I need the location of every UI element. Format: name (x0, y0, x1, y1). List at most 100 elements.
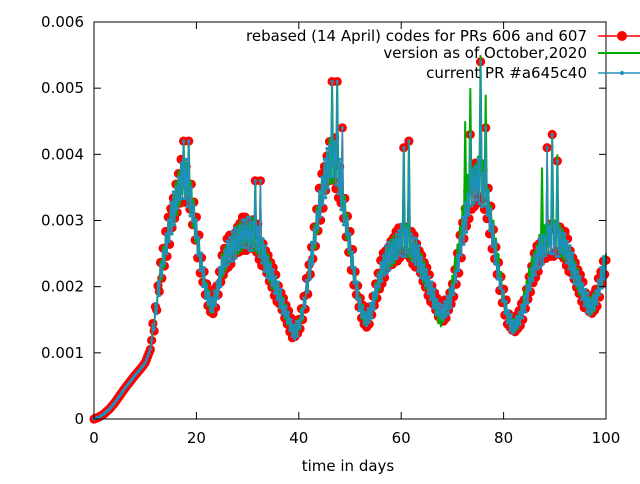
data-point (280, 312, 284, 316)
data-point (585, 310, 589, 314)
data-point (384, 244, 388, 248)
data-point (473, 164, 478, 169)
data-point (254, 247, 259, 252)
data-point (432, 287, 437, 291)
data-point (566, 239, 570, 243)
data-point (485, 213, 489, 217)
x-tick-label: 60 (392, 429, 411, 447)
data-point (237, 247, 241, 252)
data-point (406, 251, 410, 255)
data-point (450, 284, 454, 288)
data-point (530, 266, 534, 270)
data-point (338, 157, 342, 161)
data-point (504, 300, 508, 304)
data-point (375, 294, 379, 298)
data-point (457, 268, 461, 273)
data-point (272, 291, 277, 296)
data-point (534, 273, 538, 277)
data-point (202, 265, 206, 270)
series-3 (92, 60, 608, 421)
data-point (480, 205, 484, 209)
data-point (426, 291, 430, 296)
data-point (418, 275, 422, 280)
data-point (513, 328, 517, 332)
data-point (476, 157, 480, 161)
data-point (486, 189, 490, 193)
data-point (514, 315, 519, 319)
data-point (527, 277, 531, 281)
data-point (301, 316, 305, 320)
data-point (404, 228, 408, 232)
data-point (267, 277, 271, 281)
data-point (466, 192, 470, 197)
data-point (257, 255, 261, 259)
data-point (367, 321, 371, 325)
data-point (550, 132, 554, 137)
legend-label: version as of October,2020 (383, 44, 587, 62)
data-point (211, 310, 215, 314)
data-point (285, 321, 289, 325)
data-point (484, 126, 488, 130)
data-point (452, 293, 456, 297)
x-tick-label: 80 (494, 429, 513, 447)
data-point (512, 319, 516, 323)
data-point (390, 260, 394, 264)
data-point (441, 317, 446, 322)
data-point (595, 302, 599, 306)
data-point (374, 284, 378, 288)
data-point (518, 322, 522, 326)
data-point (212, 289, 216, 293)
y-tick-label: 0.002 (41, 278, 84, 296)
data-point (231, 259, 236, 263)
data-point (381, 253, 385, 257)
data-point (551, 252, 556, 256)
data-point (535, 246, 539, 250)
data-point (407, 139, 411, 143)
data-point (558, 228, 562, 232)
data-point (568, 244, 572, 248)
data-point (143, 361, 147, 365)
data-point (234, 256, 238, 260)
data-point (157, 293, 161, 298)
data-point (491, 222, 495, 226)
data-point (352, 281, 356, 285)
x-axis-label: time in days (302, 457, 395, 475)
data-point (299, 308, 303, 312)
data-point (190, 219, 195, 224)
data-point (393, 257, 397, 261)
data-point (567, 267, 571, 271)
data-point (559, 251, 563, 255)
data-point (577, 289, 581, 294)
data-point (548, 225, 552, 229)
data-point (601, 255, 606, 259)
x-tick-label: 100 (592, 429, 621, 447)
data-point (229, 259, 233, 263)
data-point (334, 183, 338, 187)
data-point (164, 232, 168, 236)
data-point (526, 301, 530, 305)
data-point (329, 174, 333, 179)
x-tick-label: 0 (89, 429, 99, 447)
data-point (361, 305, 365, 309)
data-point (436, 313, 440, 317)
data-point (220, 256, 224, 260)
data-point (147, 351, 151, 355)
data-point (276, 280, 280, 284)
legend-marker (617, 31, 627, 41)
data-point (169, 201, 173, 205)
data-point (324, 196, 328, 200)
data-point (173, 223, 177, 227)
data-point (260, 261, 264, 265)
data-point (146, 354, 150, 358)
data-point (414, 237, 419, 241)
y-tick-label: 0.006 (41, 13, 84, 31)
data-point (152, 327, 156, 332)
data-point (458, 236, 462, 240)
data-point (495, 277, 499, 281)
series-layer (89, 55, 611, 424)
y-tick-label: 0.004 (41, 145, 84, 163)
data-point (425, 268, 429, 272)
data-point (155, 312, 159, 316)
data-point (413, 262, 417, 267)
data-point (522, 294, 526, 298)
